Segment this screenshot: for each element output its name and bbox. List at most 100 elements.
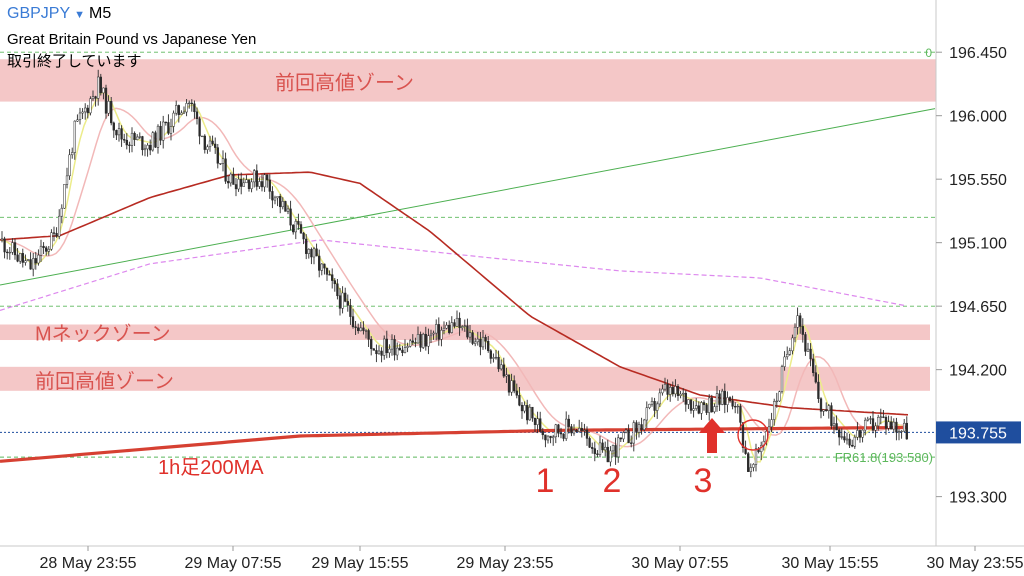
candle-body [224,158,227,182]
candle-body [50,232,53,250]
price-tick-label: 193.300 [949,490,1007,507]
candle-body [175,105,178,114]
candle-body [500,364,503,370]
candle-body [630,442,633,444]
candle-body [892,421,895,430]
candle-body [773,401,776,420]
candle-body [575,429,578,432]
candle-body [138,136,141,138]
candle-body [299,224,303,234]
ma-pink-line [0,107,909,448]
candle-body [312,248,316,258]
candle-body [42,245,45,248]
candle-body [695,405,698,409]
candle-body [6,251,9,254]
candle-body [843,436,846,441]
candle-body [336,283,339,297]
candle-body [110,101,113,124]
candle-body [877,417,880,427]
candle-body [851,444,854,447]
candle-body [94,96,97,99]
candle-body [715,393,719,407]
candle-body [29,259,32,270]
candle-body [115,130,118,136]
candle-body [614,445,617,458]
candle-body [146,144,149,150]
symbol-label[interactable]: GBPJPY [7,5,71,22]
candle-body [73,120,76,153]
candle-body [767,426,771,432]
candle-body [741,422,745,448]
price-tick-label: 195.550 [949,172,1007,189]
candle-body [596,453,599,455]
candle-body [541,431,544,436]
candle-body [370,339,373,349]
candle-body [653,401,656,411]
candle-body [648,403,651,408]
candle-body [123,139,126,141]
candle-body [193,103,196,113]
candle-body [411,340,414,343]
price-axis[interactable]: 196.450 196.000 195.550 195.100 194.650 194.2… [936,45,1021,507]
candle-body [861,429,864,438]
candle-body [812,358,815,373]
candle-body [601,442,604,451]
symbol-row[interactable]: GBPJPY ▼ M5 [7,5,111,23]
candle-body [754,448,758,465]
candle-body [666,383,669,395]
candle-body [879,416,882,418]
candle-body [671,387,674,395]
candle-body [445,324,448,329]
ma-red-line [0,171,909,416]
candle-body [562,433,565,439]
candle-body [640,424,643,430]
candle-body [19,253,22,262]
candle-body [281,201,284,208]
candle-body [461,326,464,329]
time-tick-label: 30 May 23:55 [927,555,1024,572]
candle-body [440,329,443,340]
candle-body [799,315,802,327]
candle-body [84,107,87,113]
candle-body [294,221,297,233]
candle-body [845,438,849,441]
time-tick-label: 29 May 07:55 [185,555,282,572]
dropdown-caret-icon[interactable]: ▼ [74,9,86,21]
candle-body [728,397,732,402]
candle-body [328,274,331,276]
candle-body [749,467,752,472]
candle-body [903,422,906,432]
candle-body [302,232,305,240]
candle-body [770,419,773,428]
candle-body [128,144,131,146]
candle-body [546,435,550,441]
candle-body [81,111,84,114]
candle-body [663,383,667,390]
candle-body [159,125,162,141]
candle-body [188,102,191,105]
candle-body [674,386,677,395]
resistance-zone [0,324,930,341]
candle-body [840,436,843,438]
candle-body [734,406,737,408]
market-status: 取引終了しています [7,53,142,70]
candle-body [453,322,456,327]
candle-body [531,406,534,419]
candle-body [182,111,186,114]
candle-body [518,395,521,406]
candle-body [11,242,14,253]
candle-body [713,406,716,413]
timeframe-label[interactable]: M5 [89,5,112,22]
candle-body [16,254,19,262]
candle-body [858,430,862,438]
time-axis[interactable]: 28 May 23:55 29 May 07:55 29 May 15:55 29 M… [40,546,1024,572]
price-tick-label: 196.000 [949,109,1007,126]
candle-body [237,178,240,190]
candle-body [736,405,739,408]
candle-body [804,334,807,352]
candle-body [502,364,505,377]
candle-body [279,196,282,208]
candle-body [578,428,581,432]
time-tick-label: 29 May 23:55 [457,555,554,572]
